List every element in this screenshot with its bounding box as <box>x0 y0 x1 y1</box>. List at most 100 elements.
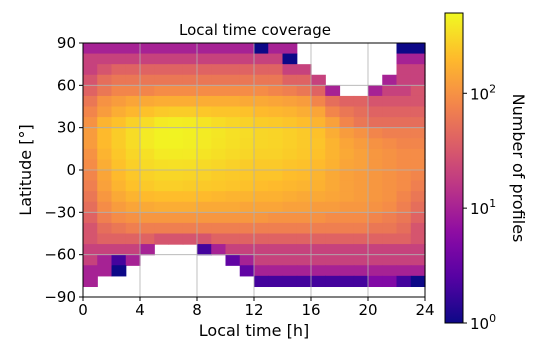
heatmap-cell <box>410 95 426 108</box>
heatmap-cell <box>182 222 198 235</box>
heatmap-cell <box>197 106 212 118</box>
heatmap-cell <box>268 233 284 245</box>
heatmap-cell <box>339 275 355 288</box>
heatmap-cell <box>311 95 326 108</box>
heatmap-cell <box>311 212 326 224</box>
heatmap-cell <box>396 275 412 288</box>
heatmap-cell <box>268 170 284 182</box>
x-tick-label: 20 <box>358 301 377 319</box>
heatmap-cell <box>296 233 312 245</box>
heatmap-cell <box>111 265 127 277</box>
heatmap-cell <box>325 106 341 118</box>
heatmap-cell <box>254 254 269 266</box>
heatmap-cell <box>197 244 212 256</box>
y-tick-label: −60 <box>44 246 76 264</box>
heatmap-cell <box>125 254 141 266</box>
heatmap-cell <box>125 117 141 129</box>
heatmap-cell <box>353 127 369 139</box>
colorbar-ticks: 100 101 102 <box>463 82 496 333</box>
x-axis-label: Local time [h] <box>199 321 309 340</box>
y-tick-label: −90 <box>44 288 76 306</box>
heatmap-cell <box>239 212 255 224</box>
heatmap-cell <box>97 233 113 245</box>
heatmap-cell <box>211 222 227 235</box>
heatmap-cell <box>296 191 312 203</box>
heatmap-cell <box>410 222 426 235</box>
heatmap-cell <box>311 106 326 118</box>
heatmap-cell <box>296 244 312 256</box>
heatmap-cell <box>268 43 284 55</box>
heatmap-cell <box>225 74 241 86</box>
heatmap-cell <box>268 275 284 288</box>
heatmap-cell <box>197 85 212 97</box>
heatmap-cell <box>382 85 398 97</box>
heatmap-cell <box>225 117 241 129</box>
heatmap-cell <box>325 191 341 203</box>
heatmap-cell <box>168 95 184 108</box>
heatmap-cell <box>83 53 98 65</box>
heatmap-cell <box>182 233 198 245</box>
heatmap-cell <box>168 148 184 161</box>
heatmap-cell <box>296 265 312 277</box>
heatmap-cell <box>97 201 113 213</box>
heatmap-cell <box>182 95 198 108</box>
heatmap-cell <box>382 180 398 192</box>
heatmap-cell <box>125 95 141 108</box>
heatmap-cell <box>382 138 398 150</box>
heatmap-cell <box>296 117 312 129</box>
heatmap-cell <box>140 244 155 256</box>
heatmap-cell <box>353 95 369 108</box>
heatmap-cell <box>254 74 269 86</box>
heatmap-cell <box>154 43 170 55</box>
heatmap-cell <box>140 106 155 118</box>
heatmap-cell <box>154 117 170 129</box>
heatmap-cell <box>168 159 184 171</box>
heatmap-cell <box>111 233 127 245</box>
heatmap-cell <box>239 53 255 65</box>
heatmap-cell <box>111 180 127 192</box>
heatmap-cell <box>225 244 241 256</box>
heatmap-cell <box>282 191 298 203</box>
heatmap-cell <box>268 106 284 118</box>
heatmap-cell <box>111 43 127 55</box>
heatmap-cell <box>254 85 269 97</box>
heatmap-cell <box>282 43 298 55</box>
heatmap-cell <box>296 106 312 118</box>
heatmap-cell <box>111 170 127 182</box>
x-tick-label: 0 <box>78 301 88 319</box>
heatmap-cell <box>225 191 241 203</box>
heatmap-cell <box>396 254 412 266</box>
heatmap-cell <box>125 148 141 161</box>
y-axis-ticks: 90 60 30 0 −30 −60 −90 <box>44 34 83 306</box>
heatmap-cell <box>125 191 141 203</box>
colorbar-tick-label: 100 <box>470 312 496 333</box>
heatmap-cell <box>339 265 355 277</box>
heatmap-cell <box>182 138 198 150</box>
heatmap-cell <box>125 43 141 55</box>
heatmap-cell <box>168 191 184 203</box>
heatmap-cell <box>410 265 426 277</box>
heatmap-cell <box>368 170 383 182</box>
heatmap-cell <box>410 180 426 192</box>
heatmap-cell <box>410 64 426 76</box>
heatmap-cell <box>197 233 212 245</box>
heatmap-cell <box>225 222 241 235</box>
heatmap-cell <box>396 222 412 235</box>
heatmap-cell <box>140 201 155 213</box>
heatmap-cell <box>83 244 98 256</box>
heatmap-cell <box>211 117 227 129</box>
heatmap-cell <box>368 117 383 129</box>
heatmap-cell <box>325 201 341 213</box>
heatmap-cell <box>197 95 212 108</box>
y-tick-label: 90 <box>57 34 76 52</box>
heatmap-cell <box>396 233 412 245</box>
heatmap-cell <box>368 159 383 171</box>
heatmap-cell <box>325 233 341 245</box>
heatmap-cell <box>353 233 369 245</box>
heatmap-cell <box>197 222 212 235</box>
heatmap-cell <box>296 64 312 76</box>
heatmap-cell <box>211 64 227 76</box>
heatmap-cell <box>211 106 227 118</box>
heatmap-cell <box>83 74 98 86</box>
heatmap-cell <box>83 43 98 55</box>
